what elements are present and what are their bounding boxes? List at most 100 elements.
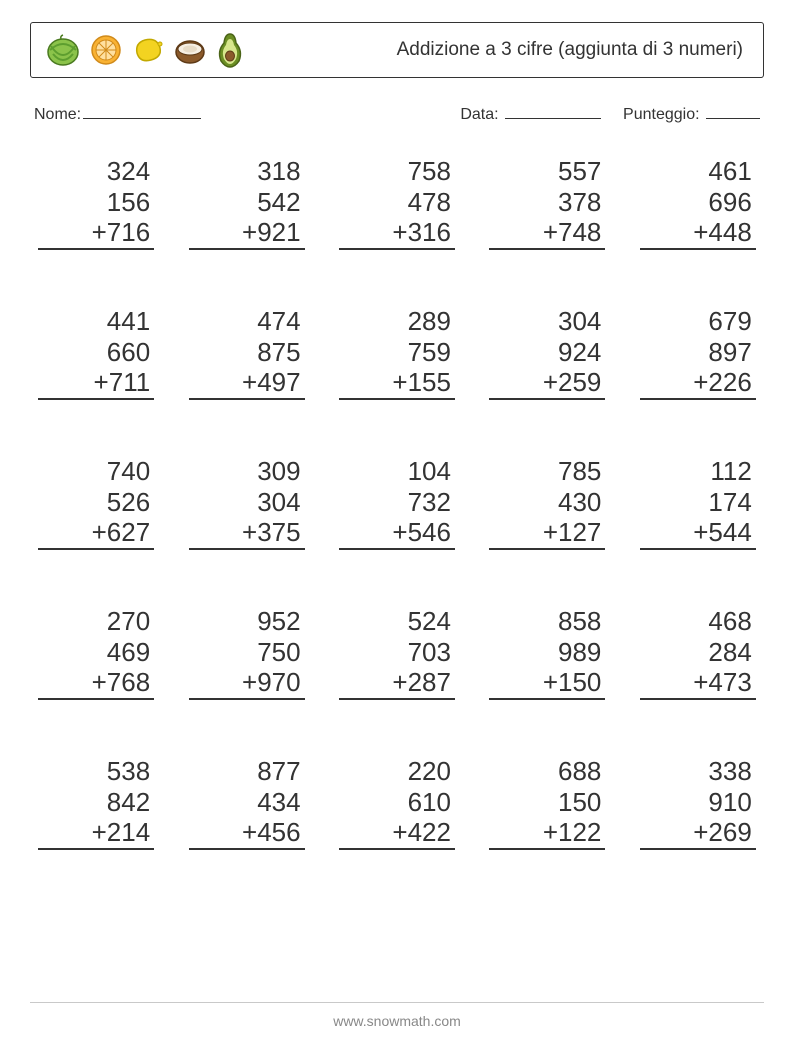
plus-sign: +: [543, 217, 558, 248]
addend-3-line: +627: [38, 517, 154, 550]
addition-problem: 524703+287: [339, 606, 455, 700]
addend-1: 112: [640, 456, 756, 487]
lemon-icon: [131, 33, 165, 67]
footer-text: www.snowmath.com: [333, 1013, 461, 1029]
addend-3-line: +473: [640, 667, 756, 700]
addition-problem: 679897+226: [640, 306, 756, 400]
addition-problem: 318542+921: [189, 156, 305, 250]
addend-3-line: +456: [189, 817, 305, 850]
plus-sign: +: [242, 217, 257, 248]
addend-1: 785: [489, 456, 605, 487]
coconut-icon: [173, 33, 207, 67]
worksheet-page: Addizione a 3 cifre (aggiunta di 3 numer…: [0, 0, 794, 1053]
plus-sign: +: [693, 217, 708, 248]
addend-1: 688: [489, 756, 605, 787]
addend-2: 174: [640, 487, 756, 518]
addend-2: 989: [489, 637, 605, 668]
score-blank[interactable]: [706, 104, 760, 119]
addend-1: 461: [640, 156, 756, 187]
addend-3-line: +546: [339, 517, 455, 550]
addend-3-line: +544: [640, 517, 756, 550]
addition-problem: 441660+711: [38, 306, 154, 400]
watermelon-icon: [45, 32, 81, 68]
addend-1: 318: [189, 156, 305, 187]
addition-problem: 338910+269: [640, 756, 756, 850]
addend-2: 750: [189, 637, 305, 668]
addend-1: 679: [640, 306, 756, 337]
addend-1: 952: [189, 606, 305, 637]
addend-1: 474: [189, 306, 305, 337]
addend-1: 304: [489, 306, 605, 337]
addend-2: 469: [38, 637, 154, 668]
addition-problem: 324156+716: [38, 156, 154, 250]
addend-3-line: +150: [489, 667, 605, 700]
addition-problem: 220610+422: [339, 756, 455, 850]
addend-3-line: +287: [339, 667, 455, 700]
name-blank[interactable]: [83, 104, 201, 119]
addition-problem: 304924+259: [489, 306, 605, 400]
addend-1: 338: [640, 756, 756, 787]
addend-3-line: +375: [189, 517, 305, 550]
addend-1: 524: [339, 606, 455, 637]
plus-sign: +: [392, 817, 407, 848]
score-label: Punteggio:: [623, 106, 700, 123]
header-box: Addizione a 3 cifre (aggiunta di 3 numer…: [30, 22, 764, 78]
addend-2: 284: [640, 637, 756, 668]
addition-problem: 758478+316: [339, 156, 455, 250]
addend-3-line: +269: [640, 817, 756, 850]
plus-sign: +: [242, 367, 257, 398]
addend-2: 542: [189, 187, 305, 218]
addend-1: 441: [38, 306, 154, 337]
addend-3-line: +448: [640, 217, 756, 250]
plus-sign: +: [693, 817, 708, 848]
addend-1: 740: [38, 456, 154, 487]
addend-2: 478: [339, 187, 455, 218]
addend-2: 759: [339, 337, 455, 368]
addition-problem: 785430+127: [489, 456, 605, 550]
addend-3-line: +422: [339, 817, 455, 850]
plus-sign: +: [92, 217, 107, 248]
addend-1: 104: [339, 456, 455, 487]
addition-problem: 461696+448: [640, 156, 756, 250]
addend-1: 289: [339, 306, 455, 337]
addend-2: 304: [189, 487, 305, 518]
addend-2: 660: [38, 337, 154, 368]
addition-problem: 112174+544: [640, 456, 756, 550]
addend-3-line: +921: [189, 217, 305, 250]
addend-2: 875: [189, 337, 305, 368]
plus-sign: +: [392, 517, 407, 548]
plus-sign: +: [92, 667, 107, 698]
worksheet-title: Addizione a 3 cifre (aggiunta di 3 numer…: [397, 39, 749, 61]
addend-1: 220: [339, 756, 455, 787]
fruit-icons: [45, 31, 245, 69]
plus-sign: +: [242, 667, 257, 698]
plus-sign: +: [392, 217, 407, 248]
plus-sign: +: [693, 367, 708, 398]
addend-2: 897: [640, 337, 756, 368]
plus-sign: +: [92, 517, 107, 548]
addend-3-line: +970: [189, 667, 305, 700]
plus-sign: +: [94, 367, 109, 398]
plus-sign: +: [392, 367, 407, 398]
addend-2: 610: [339, 787, 455, 818]
addend-1: 324: [38, 156, 154, 187]
addend-2: 156: [38, 187, 154, 218]
addend-3-line: +122: [489, 817, 605, 850]
addend-2: 526: [38, 487, 154, 518]
plus-sign: +: [543, 667, 558, 698]
addition-problem: 104732+546: [339, 456, 455, 550]
addend-2: 150: [489, 787, 605, 818]
addend-2: 378: [489, 187, 605, 218]
addend-2: 430: [489, 487, 605, 518]
addition-problem: 877434+456: [189, 756, 305, 850]
addend-3-line: +716: [38, 217, 154, 250]
plus-sign: +: [242, 817, 257, 848]
addition-problem: 557378+748: [489, 156, 605, 250]
addend-3-line: +214: [38, 817, 154, 850]
date-label: Data:: [460, 106, 498, 123]
addend-3-line: +155: [339, 367, 455, 400]
date-blank[interactable]: [505, 104, 601, 119]
plus-sign: +: [392, 667, 407, 698]
addend-1: 538: [38, 756, 154, 787]
addend-3-line: +226: [640, 367, 756, 400]
